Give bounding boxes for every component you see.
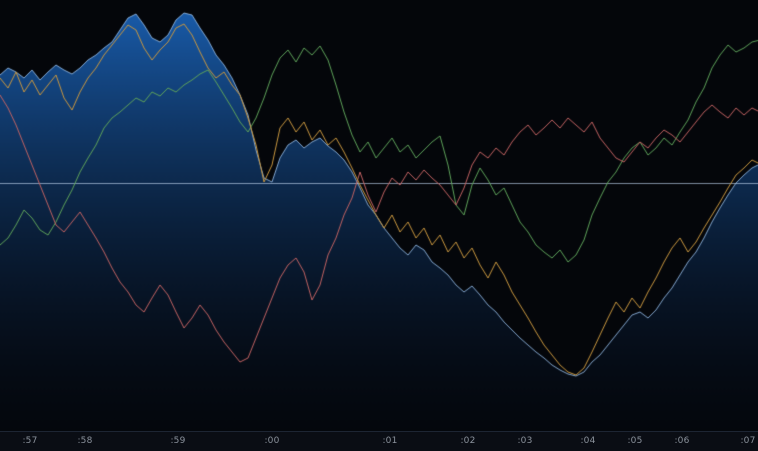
time-axis-label: :06 <box>674 436 690 446</box>
time-axis-label: :03 <box>517 436 533 446</box>
time-axis-label: :07 <box>740 436 756 446</box>
time-axis[interactable]: :57 :58 :59 :00 :01 :02 :03 :04 :05 :06 :07 <box>0 431 758 451</box>
time-axis-label: :05 <box>627 436 643 446</box>
time-axis-label: :00 <box>264 436 280 446</box>
chart-plot-area[interactable] <box>0 0 758 431</box>
time-axis-label: :57 <box>22 436 38 446</box>
price-chart-canvas[interactable] <box>0 0 758 431</box>
time-axis-label: :02 <box>460 436 476 446</box>
time-axis-label: :01 <box>382 436 398 446</box>
time-axis-label: :58 <box>77 436 93 446</box>
time-axis-label: :59 <box>170 436 186 446</box>
time-axis-label: :04 <box>580 436 596 446</box>
